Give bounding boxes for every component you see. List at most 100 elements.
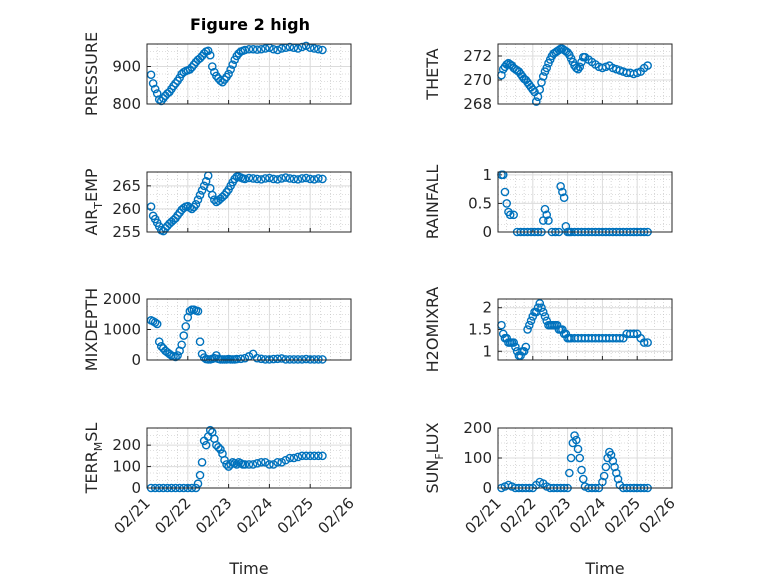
data-point — [240, 174, 250, 184]
y-tick-label: 272 — [463, 47, 492, 65]
data-point — [154, 337, 164, 347]
y-tick-label: 268 — [463, 95, 492, 113]
y-tick-label: 900 — [112, 58, 141, 76]
data-point — [256, 175, 266, 184]
x-tick-label: 02/24 — [566, 494, 609, 537]
data-point — [293, 355, 303, 364]
data-point — [240, 460, 250, 469]
data-point — [252, 459, 262, 468]
data-point — [297, 451, 307, 461]
data-point — [154, 95, 164, 104]
y-tick-label: 1000 — [103, 321, 141, 339]
data-point — [256, 44, 266, 54]
data-point — [314, 355, 323, 364]
data-point — [281, 455, 291, 465]
data-point — [210, 195, 219, 204]
data-point — [540, 204, 550, 214]
data-point — [309, 355, 319, 364]
data-point — [273, 457, 282, 467]
data-point — [205, 425, 215, 435]
data-point — [293, 175, 303, 184]
y-tick-label: 260 — [112, 200, 141, 218]
data-point — [252, 353, 262, 363]
x-tick-label: 02/25 — [274, 494, 317, 537]
data-point — [226, 460, 235, 469]
data-point — [240, 45, 250, 55]
y-tick-label: 800 — [112, 95, 141, 113]
data-point — [185, 306, 195, 316]
data-point — [224, 69, 233, 79]
data-point — [521, 342, 531, 352]
data-point — [558, 187, 567, 197]
data-point — [193, 479, 203, 489]
data-point — [265, 173, 274, 183]
x-tick-label: 02/25 — [601, 494, 644, 537]
x-tick-label: 02/24 — [233, 494, 276, 537]
data-point — [639, 338, 649, 347]
data-point — [538, 72, 548, 81]
data-point — [244, 460, 254, 469]
data-point — [318, 355, 327, 364]
data-point — [575, 62, 585, 72]
data-point — [613, 474, 623, 484]
data-point — [318, 45, 327, 55]
data-point — [598, 477, 607, 487]
data-point — [537, 78, 546, 87]
data-point — [232, 460, 242, 469]
x-tick-label: 02/22 — [496, 494, 539, 537]
data-point — [273, 45, 282, 55]
y-axis-label: SUNFLUX — [423, 422, 446, 493]
data-point — [318, 174, 327, 184]
data-point — [148, 79, 158, 88]
data-point — [261, 174, 270, 183]
data-point — [526, 316, 536, 326]
data-point — [261, 44, 270, 53]
x-tick-label: 02/21 — [462, 494, 505, 537]
x-tick-label: 02/23 — [531, 494, 574, 537]
data-point — [214, 442, 223, 452]
data-point — [606, 450, 616, 460]
data-point — [244, 44, 254, 54]
y-axis-label: MIXDEPTH — [82, 288, 101, 371]
data-point — [277, 44, 286, 53]
data-point — [498, 170, 508, 180]
y-tick-label: 0 — [482, 223, 492, 241]
data-point — [256, 457, 266, 467]
y-tick-label: 200 — [463, 419, 492, 437]
x-tick-label: 02/26 — [636, 494, 679, 537]
data-point — [252, 45, 262, 54]
axes-box — [497, 43, 673, 105]
subplot-8: 0 100 200 SUNFLUX 02/2102/2202/2302/2402/250… — [423, 419, 679, 578]
data-point — [544, 216, 553, 225]
data-point — [269, 174, 278, 184]
data-point — [195, 470, 205, 480]
data-point — [197, 457, 207, 467]
axes-box — [497, 427, 673, 489]
subplot-4: 0 0.5 1 RAINFALL — [423, 165, 673, 241]
data-point — [293, 44, 303, 53]
y-tick-label: 2 — [482, 299, 492, 317]
data-point — [193, 195, 203, 204]
axes-box — [146, 43, 352, 105]
data-point — [301, 354, 311, 364]
data-point — [281, 173, 291, 182]
axes-box — [146, 427, 352, 489]
data-point — [509, 338, 518, 347]
data-point — [277, 457, 286, 467]
y-tick-label: 255 — [112, 223, 141, 241]
data-point — [173, 351, 182, 360]
data-point — [572, 435, 581, 445]
data-point — [318, 451, 327, 461]
data-point — [177, 340, 186, 350]
data-point — [273, 354, 282, 364]
data-point — [601, 462, 611, 472]
y-tick-label: 0.5 — [468, 194, 492, 212]
axes-box — [146, 298, 352, 361]
data-point — [608, 456, 618, 466]
data-point — [573, 444, 583, 454]
data-point — [191, 200, 201, 209]
data-point — [150, 84, 160, 94]
y-tick-label: 2000 — [103, 290, 141, 308]
y-tick-label: 1 — [482, 166, 492, 184]
data-point — [152, 319, 162, 329]
